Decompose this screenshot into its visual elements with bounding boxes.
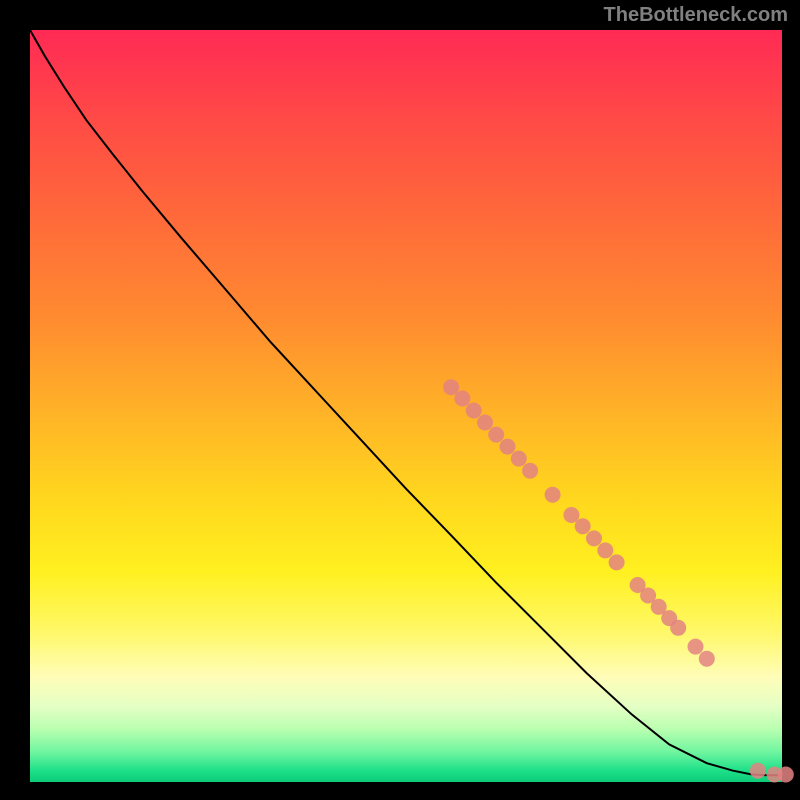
data-marker — [750, 763, 766, 779]
bottleneck-chart — [0, 0, 800, 800]
data-marker — [609, 554, 625, 570]
data-marker — [500, 439, 516, 455]
data-marker — [563, 507, 579, 523]
plot-background — [30, 30, 782, 782]
watermark-text: TheBottleneck.com — [604, 4, 788, 27]
data-marker — [575, 518, 591, 534]
data-marker — [699, 651, 715, 667]
data-marker — [688, 639, 704, 655]
data-marker — [477, 415, 493, 431]
data-marker — [670, 620, 686, 636]
data-marker — [466, 403, 482, 419]
data-marker — [443, 379, 459, 395]
chart-container: TheBottleneck.com — [0, 0, 800, 800]
data-marker — [522, 463, 538, 479]
data-marker — [454, 391, 470, 407]
data-marker — [545, 487, 561, 503]
data-marker — [597, 542, 613, 558]
data-marker — [488, 427, 504, 443]
data-marker — [586, 530, 602, 546]
data-marker — [778, 767, 794, 783]
data-marker — [511, 451, 527, 467]
